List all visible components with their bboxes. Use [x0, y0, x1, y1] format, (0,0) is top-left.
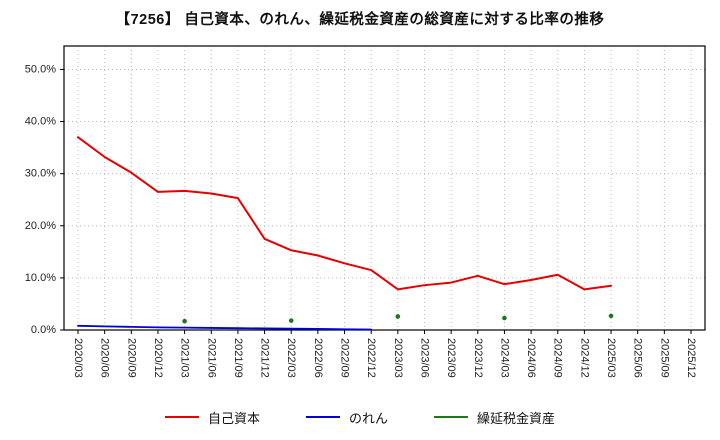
x-tick-label: 2025/09: [658, 338, 670, 378]
y-tick-label: 30.0%: [25, 168, 56, 180]
x-tick-label: 2021/03: [179, 338, 191, 378]
legend-label-goodwill: のれん: [348, 410, 388, 426]
x-tick-label: 2022/09: [339, 338, 351, 378]
x-tick-label: 2022/12: [365, 338, 377, 378]
x-tick-label: 2020/09: [125, 338, 137, 378]
series-dot-2: [182, 318, 187, 324]
x-tick-label: 2020/12: [152, 338, 164, 378]
x-tick-label: 2021/06: [205, 338, 217, 378]
chart-canvas: 0.0% 10.0% 20.0% 30.0% 40.0% 50.0% 2020/03 2020…: [25, 45, 706, 378]
series-line-1: [77, 324, 373, 331]
x-tick-label: 2024/03: [498, 338, 510, 378]
x-tick-label: 2025/06: [632, 338, 644, 378]
y-tick-label: 50.0%: [25, 63, 56, 75]
x-tick-label: 2024/12: [578, 338, 590, 378]
x-tick-label: 2022/03: [285, 338, 297, 378]
x-tick-label: 2025/12: [685, 338, 697, 378]
y-tick-label: 40.0%: [25, 116, 56, 128]
x-tick-label: 2023/03: [392, 338, 404, 378]
legend-swatch-deferred-tax: [434, 416, 468, 418]
legend-label-equity: 自己資本: [207, 410, 260, 426]
x-tick-label: 2021/12: [259, 338, 271, 378]
series-dot-2: [395, 314, 401, 319]
series-line-0: [77, 136, 613, 291]
x-tick-label: 2020/06: [99, 338, 111, 378]
x-tick-label: 2025/03: [605, 338, 617, 378]
x-tick-label: 2024/06: [525, 338, 537, 378]
x-tick-label: 2024/09: [552, 338, 564, 378]
x-tick-label: 2023/09: [445, 338, 457, 378]
y-tick-label: 10.0%: [25, 272, 56, 284]
chart-legend: 自己資本 のれん 繰延税金資産: [0, 404, 720, 430]
legend-swatch-goodwill: [305, 416, 340, 418]
x-tick-label: 2023/06: [418, 338, 430, 378]
legend-item-deferred-tax: 繰延税金資産: [434, 408, 555, 427]
x-tick-label: 2021/09: [232, 338, 244, 378]
x-tick-label: 2023/12: [472, 338, 484, 378]
legend-swatch-equity: [164, 416, 199, 418]
series-dot-2: [502, 315, 507, 321]
series-dot-2: [608, 313, 614, 319]
legend-label-deferred-tax: 繰延税金資産: [477, 410, 556, 426]
x-tick-label: 2020/03: [72, 338, 84, 378]
chart-title: 【7256】 自己資本、のれん、繰延税金資産の総資産に対する比率の推移: [115, 12, 605, 28]
series-dot-2: [288, 318, 294, 323]
plot-border: [63, 45, 706, 331]
x-tick-label: 2022/06: [312, 338, 324, 378]
y-tick-label: 0.0%: [31, 324, 56, 336]
legend-item-goodwill: のれん: [305, 408, 388, 427]
y-tick-label: 20.0%: [25, 220, 56, 232]
legend-item-equity: 自己資本: [164, 408, 260, 427]
